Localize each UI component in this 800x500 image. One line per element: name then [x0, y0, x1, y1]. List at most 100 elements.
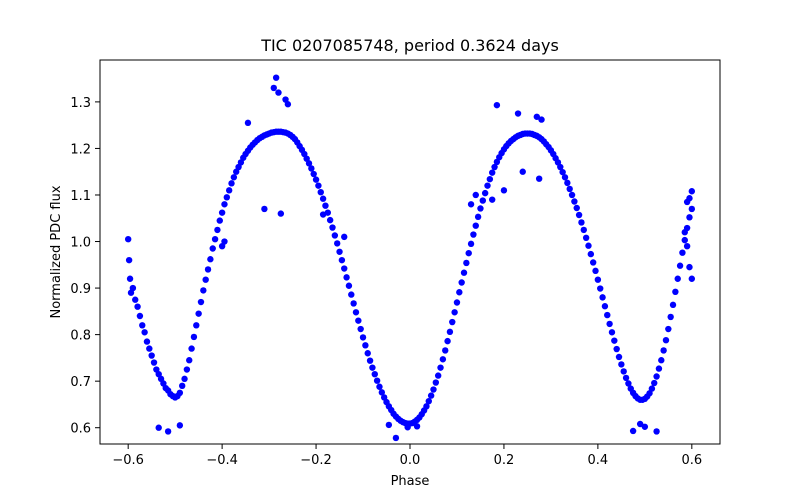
data-point [451, 309, 458, 316]
data-point [472, 222, 479, 229]
data-point [413, 423, 421, 430]
data-point [566, 185, 573, 193]
data-point [686, 263, 693, 271]
chart-title: TIC 0207085748, period 0.3624 days [260, 36, 559, 55]
data-point [195, 310, 202, 317]
data-point [573, 204, 580, 212]
data-point [338, 256, 346, 264]
data-point [533, 113, 541, 120]
data-point [176, 422, 184, 429]
data-point [472, 191, 479, 199]
data-point [373, 377, 381, 384]
x-tick-label: −0.2 [300, 453, 332, 468]
data-point [599, 294, 606, 301]
data-point [669, 301, 677, 309]
data-point [272, 74, 280, 81]
data-point [491, 163, 498, 171]
data-point [688, 205, 696, 213]
data-point [404, 424, 411, 431]
data-point [449, 318, 456, 326]
data-point [209, 245, 216, 252]
data-point [681, 236, 688, 244]
data-point [348, 291, 355, 298]
data-point [486, 175, 494, 183]
data-point [660, 347, 667, 354]
data-point [385, 421, 393, 429]
data-point [352, 309, 360, 316]
data-point [564, 179, 571, 187]
data-point [613, 345, 620, 353]
x-axis: −0.6 −0.4 −0.2 0.0 0.2 0.4 0.6 [112, 444, 702, 468]
data-point [493, 101, 501, 109]
data-point [439, 356, 447, 363]
data-point [688, 275, 696, 282]
data-point [312, 176, 320, 183]
data-point [176, 389, 184, 396]
data-point [132, 296, 139, 303]
data-point [305, 160, 313, 167]
data-point [315, 182, 322, 189]
data-point [155, 424, 162, 431]
x-tick-label: −0.4 [206, 453, 238, 468]
y-tick-label: 0.6 [70, 422, 91, 437]
data-point [326, 216, 334, 224]
data-point [277, 210, 285, 217]
data-point [474, 213, 482, 221]
data-point [618, 361, 625, 368]
data-point [575, 211, 583, 219]
data-point [228, 180, 235, 187]
data-point [500, 187, 508, 194]
data-point [369, 364, 376, 371]
data-point [580, 226, 587, 234]
data-point [432, 379, 440, 386]
data-point [578, 219, 585, 226]
data-point [601, 303, 609, 310]
data-point [589, 259, 597, 266]
data-point [225, 187, 233, 194]
data-point [139, 322, 146, 329]
data-point [437, 364, 444, 371]
data-point [535, 175, 543, 182]
data-point [463, 259, 470, 267]
data-point [308, 165, 315, 172]
data-point [559, 168, 566, 176]
data-point [430, 386, 437, 393]
y-tick-label: 1.2 [70, 142, 91, 157]
data-point [425, 397, 432, 405]
data-point [681, 229, 688, 236]
data-point [467, 201, 475, 208]
data-point [371, 370, 378, 378]
data-point [442, 347, 449, 354]
data-point [244, 119, 252, 127]
data-point [341, 233, 348, 241]
data-point [456, 289, 463, 296]
y-tick-label: 0.9 [70, 282, 91, 297]
data-point [587, 250, 595, 258]
data-point [582, 234, 590, 241]
data-point [674, 275, 681, 282]
data-point [568, 191, 576, 199]
data-point [683, 198, 691, 206]
data-point [460, 269, 468, 276]
data-point [622, 374, 630, 382]
data-point [458, 279, 465, 286]
data-point [489, 169, 496, 176]
data-point [446, 328, 454, 336]
data-point [193, 322, 200, 329]
y-tick-label: 0.7 [70, 375, 91, 390]
data-point [453, 299, 461, 306]
data-point [317, 188, 324, 196]
data-point [211, 236, 219, 243]
data-point [202, 276, 209, 283]
data-point [218, 209, 226, 216]
data-point [336, 248, 343, 255]
y-tick-label: 0.8 [70, 329, 91, 344]
data-point [164, 428, 172, 435]
data-point [585, 242, 592, 249]
data-point [620, 368, 627, 375]
data-point [615, 353, 623, 361]
data-point [604, 311, 611, 319]
data-point [143, 338, 151, 345]
data-point [350, 300, 357, 307]
y-axis-title: Normalized PDC flux [49, 185, 64, 318]
